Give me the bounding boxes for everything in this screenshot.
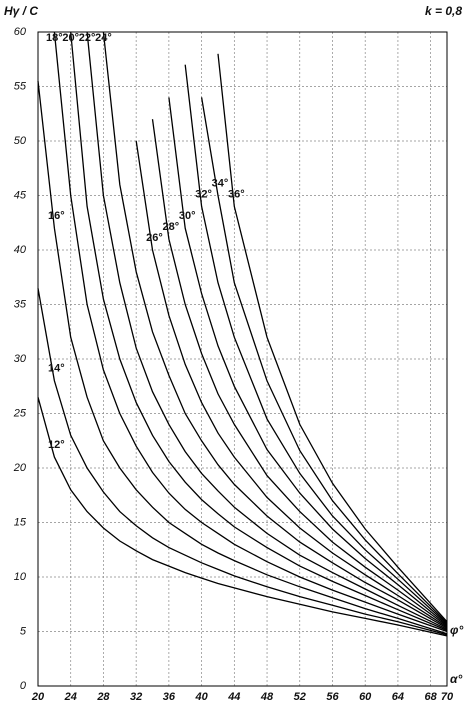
series-label: 22° bbox=[79, 32, 96, 44]
series-line bbox=[184, 64, 448, 625]
x-tick-label: 40 bbox=[194, 691, 208, 703]
series-label: 26° bbox=[146, 232, 163, 244]
series-line bbox=[70, 31, 448, 631]
series-label: 14° bbox=[48, 363, 65, 375]
series-label: 30° bbox=[179, 210, 196, 222]
x-tick-label: 32 bbox=[130, 691, 142, 703]
x-tick-label: 68 bbox=[425, 691, 438, 703]
series-label: 24° bbox=[95, 32, 112, 44]
series-line bbox=[37, 288, 448, 636]
x-tick-label: 24 bbox=[64, 691, 77, 703]
series-label: 16° bbox=[48, 210, 65, 222]
x-tick-label: 64 bbox=[392, 691, 404, 703]
y-tick-label: 60 bbox=[14, 26, 27, 38]
series-line bbox=[135, 140, 448, 628]
y-tick-label: 0 bbox=[20, 680, 27, 692]
series-line bbox=[217, 53, 448, 623]
series-label: 34° bbox=[212, 177, 229, 189]
y-tick-label: 25 bbox=[13, 407, 27, 419]
x-tick-label: 48 bbox=[260, 691, 274, 703]
x-tick-label: 36 bbox=[163, 691, 176, 703]
series-line bbox=[86, 31, 448, 630]
y-tick-label: 10 bbox=[14, 571, 27, 583]
y-tick-label: 20 bbox=[13, 462, 27, 474]
y-tick-label: 40 bbox=[14, 244, 27, 256]
annotation: k = 0,8 bbox=[425, 4, 462, 18]
series-line bbox=[151, 119, 448, 627]
series-label: 36° bbox=[228, 188, 245, 200]
series-label: 18° bbox=[46, 32, 63, 44]
x-axis-label: α° bbox=[450, 672, 462, 686]
series-label: 20° bbox=[62, 32, 79, 44]
y-tick-label: 30 bbox=[14, 353, 27, 365]
y-tick-label: 45 bbox=[14, 189, 27, 201]
x-tick-label: 56 bbox=[326, 691, 339, 703]
series-line bbox=[168, 97, 448, 626]
series-line bbox=[37, 397, 448, 637]
series-label: 12° bbox=[48, 439, 65, 451]
plot-frame bbox=[37, 31, 448, 687]
y-tick-label: 50 bbox=[14, 135, 27, 147]
series-label: 32° bbox=[195, 188, 212, 200]
x-tick-label: 44 bbox=[227, 691, 240, 703]
series-line bbox=[37, 80, 448, 635]
series-line bbox=[53, 31, 448, 633]
y-tick-label: 55 bbox=[14, 80, 27, 92]
legend-title: φ° bbox=[450, 623, 463, 637]
series-line bbox=[200, 97, 448, 624]
y-tick-label: 5 bbox=[20, 625, 27, 637]
y-axis-label: Hγ / C bbox=[4, 4, 38, 18]
x-tick-label: 20 bbox=[31, 691, 45, 703]
x-tick-label: 60 bbox=[359, 691, 372, 703]
x-tick-label: 28 bbox=[96, 691, 110, 703]
series-label: 28° bbox=[163, 221, 180, 233]
x-tick-label: 52 bbox=[294, 691, 306, 703]
x-tick-label: 70 bbox=[441, 691, 454, 703]
series-line bbox=[102, 31, 448, 629]
y-tick-label: 15 bbox=[14, 516, 27, 528]
y-tick-label: 35 bbox=[14, 298, 27, 310]
